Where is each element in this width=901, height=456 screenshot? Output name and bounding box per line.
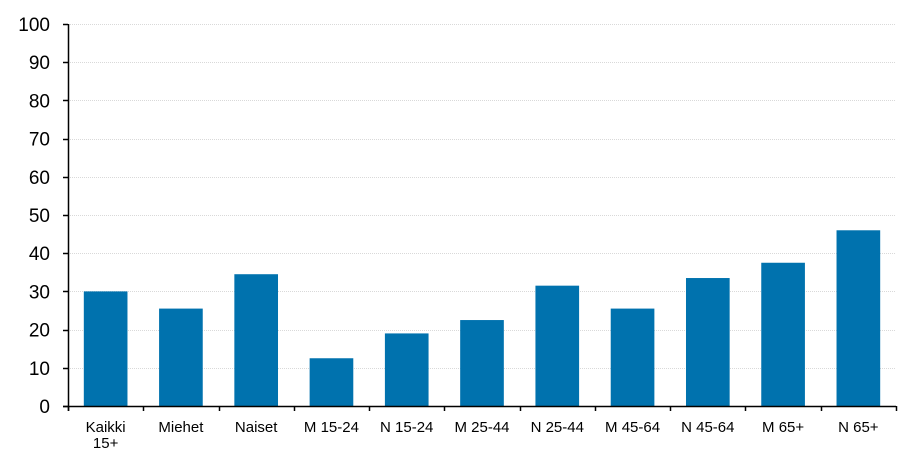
x-axis-tick-labels: Kaikki 15+ Miehet Naiset M 15-24 N 15-24 M 25-… bbox=[86, 419, 879, 452]
y-tick-label: 70 bbox=[29, 130, 50, 151]
y-tick-label: 20 bbox=[29, 321, 50, 342]
y-axis-tick-labels: 0 10 20 30 40 50 60 70 80 90 100 bbox=[18, 15, 50, 418]
y-tick-label: 30 bbox=[29, 282, 50, 303]
bar bbox=[610, 308, 655, 406]
x-tick-label-line: Miehet bbox=[158, 419, 204, 436]
bar bbox=[761, 262, 805, 406]
bar bbox=[460, 320, 504, 406]
bar bbox=[836, 230, 881, 406]
x-tick-label-line: M 15-24 bbox=[304, 419, 359, 436]
gridlines bbox=[68, 24, 896, 369]
x-tick-label: N 45-64 bbox=[681, 419, 734, 436]
x-tick-label-line: 15+ bbox=[93, 435, 119, 452]
x-tick-label: N 25-44 bbox=[531, 419, 584, 436]
y-tick-label: 90 bbox=[29, 53, 50, 74]
y-tick-label: 80 bbox=[29, 91, 50, 112]
x-tick-label-line: Naiset bbox=[235, 419, 278, 436]
bar bbox=[159, 308, 203, 406]
y-tick-label: 50 bbox=[29, 206, 50, 227]
y-tick-label: 40 bbox=[29, 244, 50, 265]
x-tick-label-line: M 65+ bbox=[762, 419, 804, 436]
x-tick-label-line: M 25-44 bbox=[454, 419, 509, 436]
bar bbox=[535, 285, 580, 406]
bar bbox=[309, 358, 354, 406]
y-tick-label: 60 bbox=[29, 168, 50, 189]
x-tick-label: M 15-24 bbox=[304, 419, 359, 436]
x-tick-label-line: N 45-64 bbox=[681, 419, 734, 436]
axes bbox=[63, 23, 898, 411]
x-tick-label: N 15-24 bbox=[380, 419, 433, 436]
x-tick-label: M 65+ bbox=[762, 419, 804, 436]
y-tick-label: 100 bbox=[18, 15, 50, 36]
x-tick-label: M 25-44 bbox=[454, 419, 509, 436]
x-tick-label-line: N 15-24 bbox=[380, 419, 433, 436]
bar bbox=[83, 291, 128, 406]
y-tick-label: 0 bbox=[39, 397, 50, 418]
x-tick-label-line: M 45-64 bbox=[605, 419, 660, 436]
y-tick-label: 10 bbox=[29, 359, 50, 380]
bar bbox=[384, 333, 429, 406]
x-tick-label-line: Kaikki bbox=[86, 419, 126, 436]
x-tick-label: Naiset bbox=[235, 419, 278, 436]
bar bbox=[685, 278, 730, 406]
x-tick-label: M 45-64 bbox=[605, 419, 660, 436]
x-tick-label: N 65+ bbox=[838, 419, 879, 436]
x-tick-label-line: N 65+ bbox=[838, 419, 879, 436]
x-tick-label: Kaikki 15+ bbox=[86, 419, 126, 452]
x-tick-label: Miehet bbox=[158, 419, 204, 436]
x-tick-label-line: N 25-44 bbox=[531, 419, 584, 436]
bar bbox=[234, 274, 279, 406]
bars bbox=[83, 230, 881, 406]
